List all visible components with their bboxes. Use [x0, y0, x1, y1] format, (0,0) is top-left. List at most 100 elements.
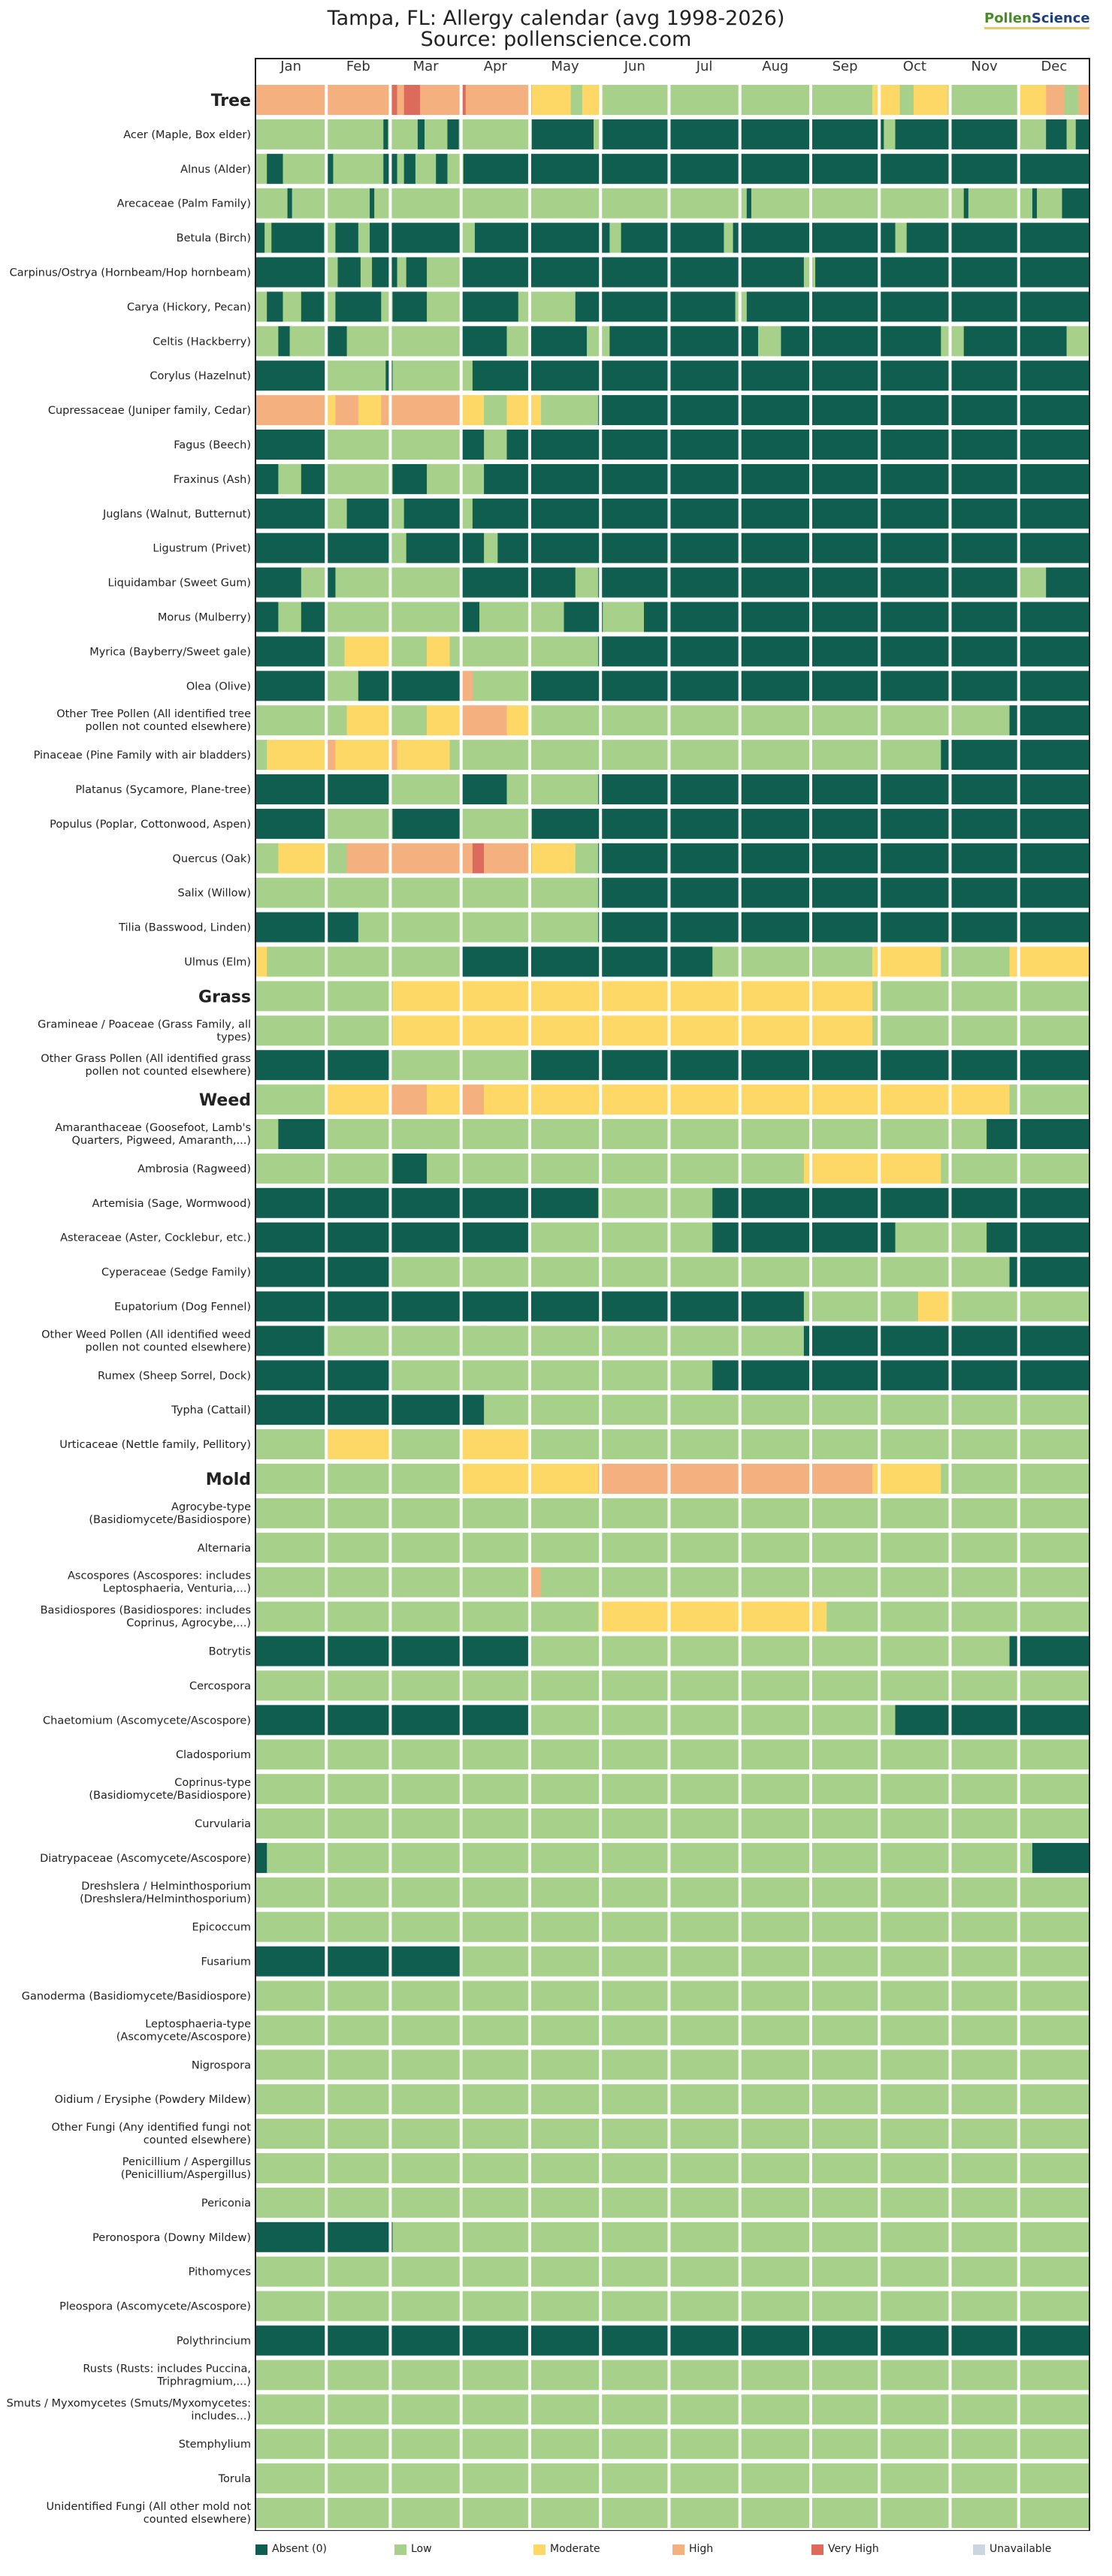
heat-cell [255, 2222, 393, 2252]
heat-cell [392, 360, 473, 391]
heat-cell [506, 326, 530, 357]
heat-cell [465, 85, 473, 115]
heat-cell [449, 636, 599, 667]
heat-cell [390, 498, 404, 529]
heat-cell [541, 1567, 1090, 1597]
heat-cell [255, 1946, 461, 1977]
heat-cell [358, 222, 370, 253]
heat-cell [872, 1464, 941, 1494]
heat-cell [906, 222, 1090, 253]
heat-cell [941, 1015, 1090, 1046]
row-label: Betula (Birch) [177, 233, 251, 245]
heat-cell [346, 326, 461, 357]
heat-cell [712, 1187, 1090, 1218]
pollenscience-logo: PollenScience [984, 11, 1090, 33]
heat-cell [326, 326, 347, 357]
row-label: Penicillium / Aspergillus (Penicillium/As… [121, 2156, 251, 2181]
heat-cell [531, 705, 1010, 736]
heat-cell [255, 912, 359, 943]
heat-cell [472, 498, 1090, 529]
heat-cell [301, 602, 327, 632]
row-label: Artemisia (Sage, Wormwood) [92, 1198, 251, 1210]
heat-cell [406, 532, 485, 563]
heat-cell [575, 843, 599, 873]
heat-cell [346, 705, 391, 736]
heat-cell [1032, 188, 1038, 219]
heat-cell [324, 1326, 485, 1356]
heat-cell [815, 257, 1090, 288]
heat-cell [1075, 119, 1090, 149]
heat-cell [255, 2360, 1090, 2390]
chart-title: Tampa, FL: Allergy calendar (avg 1998-20… [327, 7, 785, 30]
heat-cell [564, 602, 603, 632]
heat-cell [598, 843, 1090, 873]
heat-cell [449, 740, 941, 771]
row-label: Other Tree Pollen (All identified tree po… [56, 708, 251, 733]
heat-cell [406, 257, 428, 288]
heat-cell [255, 532, 391, 563]
heat-cell [484, 532, 498, 563]
heat-cell [390, 774, 461, 804]
row-label: Eupatorium (Dog Fennel) [114, 1302, 251, 1314]
heat-cell [917, 1291, 953, 1322]
heat-cell [287, 188, 292, 219]
heat-cell [255, 1050, 391, 1081]
heat-cell [255, 1601, 599, 1632]
heat-cell [506, 395, 542, 426]
row-label: Cupressaceae (Juniper family, Cedar) [48, 405, 251, 417]
heat-cell [531, 808, 588, 839]
heat-cell [333, 153, 384, 184]
row-label: Ambrosia (Ragweed) [137, 1163, 251, 1175]
month-label: Jul [696, 59, 713, 74]
row-label: Cercospora [189, 1680, 251, 1692]
row-label: Celtis (Hackberry) [153, 336, 251, 348]
heat-cell [895, 1222, 987, 1253]
heat-cell [415, 153, 437, 184]
heat-cell [278, 463, 302, 494]
heat-cell [1009, 705, 1090, 736]
heat-cell [326, 257, 338, 288]
logo-underline [984, 27, 1089, 29]
heat-cell [1009, 1636, 1090, 1667]
heat-cell [570, 85, 583, 115]
heat-cell [374, 188, 748, 219]
heat-cell [255, 2463, 1090, 2494]
heat-cell [603, 119, 884, 149]
heat-cell [255, 395, 327, 426]
heat-cell [712, 1222, 896, 1253]
heat-cell [758, 326, 781, 357]
heat-cell [255, 671, 327, 701]
heat-cell [255, 1153, 393, 1184]
heat-cell [895, 222, 908, 253]
heat-cell [941, 740, 1090, 771]
heat-cell [360, 257, 373, 288]
row-label: Fagus (Beech) [174, 439, 251, 451]
heat-cell [461, 1084, 485, 1115]
heat-cell [643, 602, 1090, 632]
row-label: Rumex (Sheep Sorrel, Dock) [98, 1370, 251, 1382]
heat-cell [326, 740, 336, 771]
heat-cell [733, 222, 896, 253]
heat-cell [255, 1464, 461, 1494]
heat-cell [397, 740, 450, 771]
heat-cell [392, 808, 461, 839]
heat-cell [278, 843, 327, 873]
heat-cell [1046, 85, 1065, 115]
heat-cell [255, 1015, 393, 1046]
heat-cell [397, 85, 404, 115]
heat-cell [255, 1774, 1090, 1805]
heat-cell [598, 567, 1020, 598]
row-label: Populus (Poplar, Cottonwood, Aspen) [50, 819, 251, 831]
heat-cell [941, 1464, 1090, 1494]
heat-cell [712, 946, 873, 977]
month-label: Jun [624, 59, 645, 74]
heat-cell [255, 1705, 530, 1736]
heat-cell [598, 1187, 713, 1218]
heat-cell [255, 2187, 1090, 2218]
row-label: Rusts (Rusts: includes Puccina, Triphragm… [83, 2363, 251, 2387]
heat-cell [255, 981, 393, 1012]
heat-cell [1062, 188, 1090, 219]
month-label: Nov [971, 59, 998, 74]
heat-cell [461, 1050, 530, 1081]
heat-cell [781, 326, 941, 357]
